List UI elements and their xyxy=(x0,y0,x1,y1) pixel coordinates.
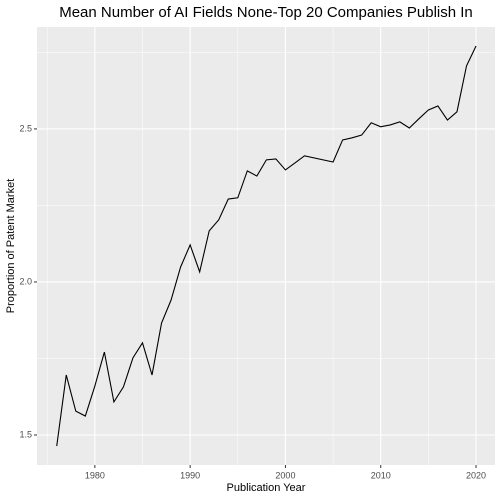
y-tick-label: 2.0 xyxy=(19,276,32,286)
x-tick-label: 2010 xyxy=(371,470,391,480)
x-tick-label: 1980 xyxy=(85,470,105,480)
y-tick-label: 2.5 xyxy=(19,123,32,133)
x-tick-label: 2000 xyxy=(275,470,295,480)
chart-title: Mean Number of AI Fields None-Top 20 Com… xyxy=(59,4,473,21)
panel xyxy=(37,27,495,465)
y-tick-label: 1.5 xyxy=(19,429,32,439)
line xyxy=(56,45,477,447)
x-tick-label: 1990 xyxy=(180,470,200,480)
x-tick-label: 2020 xyxy=(466,470,486,480)
x-axis-label: Publication Year xyxy=(227,482,306,494)
y-axis-label: Proportion of Patent Market xyxy=(5,179,17,314)
